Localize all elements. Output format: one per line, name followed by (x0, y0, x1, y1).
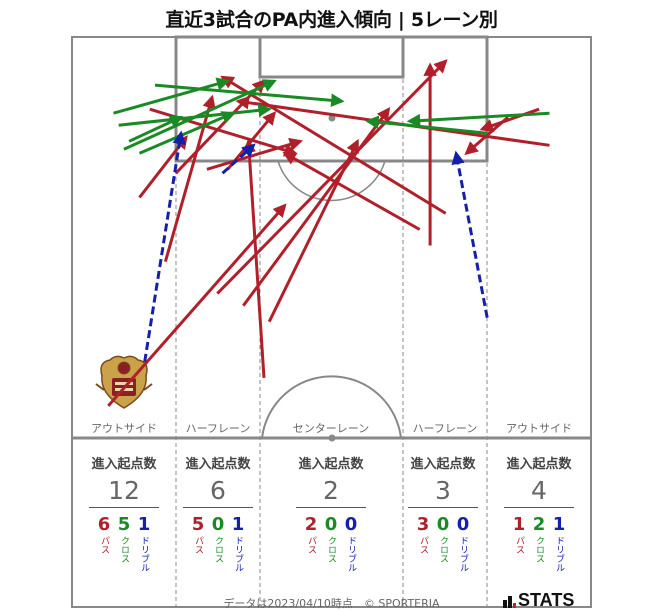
lane-5-cross-count: 2 (532, 514, 546, 535)
lane-label-outside-right: アウトサイド (506, 422, 572, 435)
pass-arrow-17 (479, 107, 540, 133)
lane-5-pass-count: 1 (512, 514, 526, 535)
center-circle (261, 375, 402, 439)
lane-2-dribble-label: ドリブル (233, 536, 243, 572)
lane-2-total: 6 (210, 476, 226, 505)
lane-1-pass-label: パス (99, 536, 109, 554)
lane-1-head: 進入起点数 (91, 457, 157, 472)
lane-3-dribble-count: 0 (344, 514, 358, 535)
lane-5-pass-label: パス (514, 536, 524, 554)
lane-label-halfspace-right: ハーフレーン (413, 422, 478, 435)
lane-1-cross-label: クロス (119, 536, 129, 563)
lane-4-cross-label: クロス (438, 536, 448, 563)
pass-arrow-13 (216, 59, 448, 295)
lane-4-dribble-label: ドリブル (458, 536, 468, 572)
lane-4-head: 進入起点数 (410, 457, 476, 472)
lane-label-center: センターレーン (293, 422, 369, 435)
lane-2-pass-label: パス (193, 536, 203, 554)
lane-4-pass-count: 3 (416, 514, 430, 535)
center-spot (328, 434, 336, 442)
pass-arrow-11 (220, 75, 447, 215)
club-crest-icon (95, 355, 153, 409)
cross-arrow-20 (118, 103, 272, 127)
stats-logo-icon (503, 596, 516, 608)
lane-5-cross-label: クロス (534, 536, 544, 563)
lane-3-cross-label: クロス (326, 536, 336, 563)
cross-arrow-22 (113, 77, 231, 115)
lane-5-total: 4 (531, 476, 547, 505)
cross-arrow-21 (128, 115, 184, 143)
footer-note: データは2023/04/10時点 © SPORTERIA (223, 597, 440, 610)
lane-label-halfspace-left: ハーフレーン (186, 422, 251, 435)
pass-arrow-14 (282, 151, 421, 231)
dribble-arrow-28 (451, 150, 489, 318)
lane-5-dribble-label: ドリブル (554, 536, 564, 572)
lane-5-rule (504, 507, 574, 508)
lane-4-rule (408, 507, 478, 508)
entry-arrows (107, 59, 550, 407)
lane-1-dribble-label: ドリブル (139, 536, 149, 572)
lane-5-head: 進入起点数 (506, 457, 572, 472)
lane-1-cross-count: 5 (117, 514, 131, 535)
lane-2-head: 進入起点数 (185, 457, 251, 472)
lane-3-cross-count: 0 (324, 514, 338, 535)
pass-arrow-8 (242, 138, 266, 378)
lane-3-pass-count: 2 (304, 514, 318, 535)
cross-arrow-25 (406, 111, 550, 128)
lane-2-dribble-count: 1 (231, 514, 245, 535)
pass-arrow-10 (242, 107, 391, 307)
chart-title: 直近3試合のPA内進入傾向 | 5レーン別 (165, 9, 498, 31)
lane-3-dribble-label: ドリブル (346, 536, 356, 572)
lane-label-outside-left: アウトサイド (91, 422, 157, 435)
lane-3-head: 進入起点数 (298, 457, 364, 472)
lane-3-total: 2 (323, 476, 339, 505)
lane-2-cross-count: 0 (211, 514, 225, 535)
lane-5-dribble-count: 1 (552, 514, 566, 535)
penalty-arc (277, 160, 386, 202)
cross-arrow-23 (154, 83, 345, 107)
lane-1-pass-count: 6 (97, 514, 111, 535)
dribble-arrow-27 (221, 143, 256, 175)
lane-2-pass-count: 5 (191, 514, 205, 535)
lane-4-cross-count: 0 (436, 514, 450, 535)
lane-2-rule (183, 507, 253, 508)
lane-4-dribble-count: 0 (456, 514, 470, 535)
lane-1-total: 12 (108, 476, 140, 505)
stats-logo-text: STATS (518, 590, 575, 610)
lane-3-pass-label: パス (306, 536, 316, 554)
lane-1-dribble-count: 1 (137, 514, 151, 535)
lane-4-pass-label: パス (418, 536, 428, 554)
lane-2-cross-label: クロス (213, 536, 223, 563)
cross-arrow-19 (138, 111, 236, 155)
cross-arrow-24 (365, 115, 488, 135)
dribble-arrow-26 (143, 130, 186, 363)
goal-area (258, 35, 405, 79)
lane-4-total: 3 (435, 476, 451, 505)
lane-1-rule (89, 507, 159, 508)
lane-3-rule (296, 507, 366, 508)
